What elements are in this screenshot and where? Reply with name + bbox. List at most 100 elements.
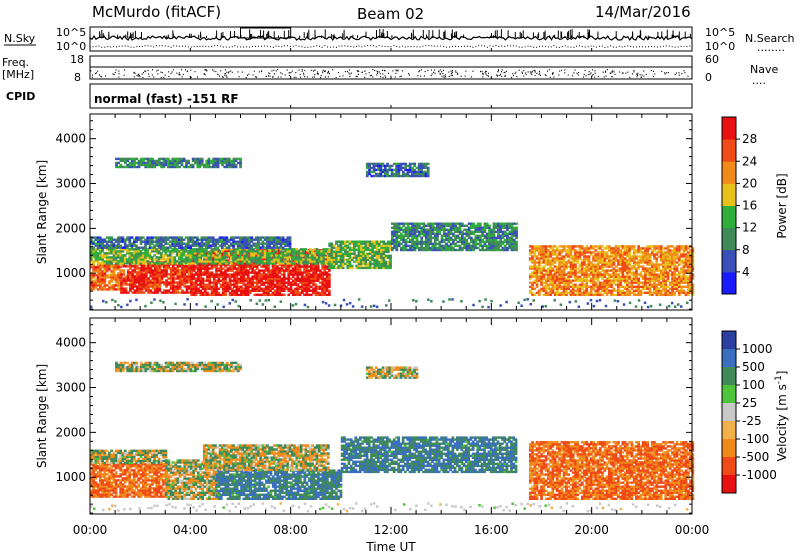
echo-cell [129, 289, 132, 292]
echo-cell [273, 275, 277, 278]
echo-cell [533, 261, 537, 264]
echo-cell [294, 287, 297, 290]
echo-cell [212, 265, 216, 268]
echo-cell [565, 291, 568, 294]
echo-cell [571, 293, 575, 296]
echo-cell [515, 228, 518, 231]
echo-cell [544, 283, 548, 286]
echo-cell [551, 285, 555, 288]
echo-cell [348, 254, 352, 257]
echo-cell [395, 234, 399, 237]
nave-dot [277, 69, 279, 71]
echo-cell [220, 262, 224, 265]
echo-cell [262, 287, 266, 290]
echo-cell [103, 272, 107, 275]
echo-cell [449, 248, 453, 252]
echo-cell [445, 248, 448, 252]
echo-cell [337, 246, 340, 249]
echo-cell [280, 269, 284, 272]
echo-cell [558, 245, 561, 248]
echo-cell [483, 234, 487, 237]
echo-cell [122, 281, 126, 284]
echo-cell [169, 236, 172, 239]
echo-cell [133, 279, 137, 282]
echo-cell [355, 258, 359, 261]
echo-cell [378, 260, 381, 264]
echo-cell [463, 246, 466, 250]
echo-cell [404, 226, 408, 229]
echo-cell [141, 246, 145, 249]
echo-cell [291, 267, 295, 270]
echo-cell [248, 236, 251, 239]
nave-dot [148, 75, 150, 78]
echo-cell [535, 281, 539, 284]
nave-dot [420, 75, 422, 77]
echo-cell [290, 252, 294, 255]
echo-cell [245, 246, 249, 249]
echo-cell [149, 265, 153, 268]
echo-cell [133, 281, 137, 284]
echo-cell [101, 248, 104, 251]
echo-cell [151, 260, 154, 263]
echo-cell [393, 242, 396, 246]
echo-cell [148, 248, 152, 251]
echo-cell [320, 258, 323, 261]
echo-cell [499, 240, 503, 244]
echo-cell [576, 255, 580, 258]
echo-cell [330, 244, 334, 247]
echo-cell [544, 271, 548, 274]
echo-cell [427, 248, 430, 252]
echo-cell [312, 273, 315, 276]
echo-cell [442, 234, 446, 237]
echo-cell [569, 261, 573, 264]
echo-cell [269, 289, 272, 292]
echo-cell [101, 286, 104, 289]
echo-cell [147, 287, 150, 290]
echo-cell [139, 246, 143, 249]
echo-cell [397, 228, 401, 231]
echo-cell [553, 253, 557, 256]
echo-cell [547, 287, 550, 290]
echo-cell [400, 236, 403, 240]
nave-dot [540, 74, 541, 76]
echo-cell [144, 281, 148, 284]
echo-cell [96, 248, 100, 251]
echo-cell [291, 281, 295, 284]
echo-cell [156, 281, 159, 284]
echo-cell [279, 260, 283, 263]
echo-cell [189, 256, 192, 259]
echo-cell [173, 236, 177, 239]
echo-cell [126, 265, 130, 268]
echo-cell [279, 240, 283, 243]
nave-max: 60 [705, 53, 719, 66]
echo-cell [216, 246, 220, 249]
echo-cell [105, 252, 109, 255]
echo-cell [332, 246, 336, 249]
echo-cell [268, 262, 271, 265]
echo-cell [151, 250, 154, 253]
echo-cell [142, 267, 146, 270]
echo-cell [198, 246, 202, 249]
echo-cell [190, 283, 193, 286]
echo-cell [165, 275, 168, 278]
echo-cell [306, 260, 310, 263]
nave-dot [139, 75, 140, 77]
echo-cell [108, 240, 111, 243]
nave-dot [269, 73, 271, 75]
echo-cell [397, 240, 401, 244]
echo-cell [307, 281, 311, 284]
echo-cell [549, 293, 552, 296]
echo-cell [476, 236, 480, 240]
echo-cell [248, 244, 251, 247]
nave-dot [664, 73, 666, 75]
echo-cell [158, 287, 162, 290]
echo-cell [328, 293, 331, 296]
echo-cell [178, 246, 181, 249]
echo-cell [90, 252, 93, 255]
echo-cell [147, 279, 150, 282]
echo-cell [117, 256, 120, 259]
echo-cell [467, 222, 471, 225]
echo-cell [314, 283, 318, 286]
echo-cell [160, 262, 163, 265]
echo-cell [476, 230, 480, 233]
